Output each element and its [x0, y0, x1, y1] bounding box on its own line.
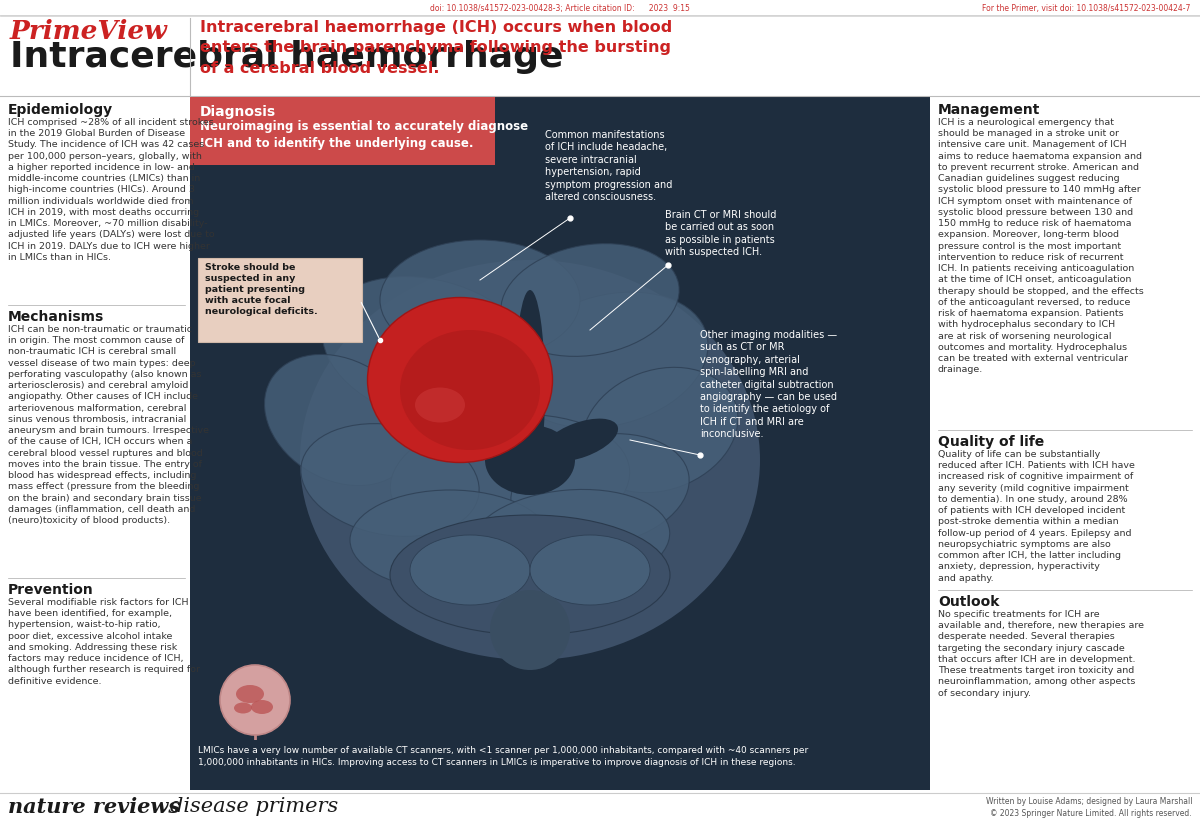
- Text: For the Primer, visit doi: 10.1038/s41572-023-00424-7: For the Primer, visit doi: 10.1038/s4157…: [982, 4, 1190, 13]
- Ellipse shape: [251, 700, 274, 714]
- Text: Epidemiology: Epidemiology: [8, 103, 113, 117]
- Text: disease primers: disease primers: [170, 797, 338, 816]
- Ellipse shape: [500, 243, 679, 357]
- Bar: [190, 97, 930, 790]
- Text: Brain CT or MRI should
be carried out as soon
as possible in patients
with suspe: Brain CT or MRI should be carried out as…: [665, 210, 776, 258]
- Ellipse shape: [390, 414, 630, 545]
- Circle shape: [220, 665, 290, 735]
- Text: Written by Louise Adams; designed by Laura Marshall
© 2023 Springer Nature Limit: Written by Louise Adams; designed by Lau…: [985, 797, 1192, 818]
- Text: Several modifiable risk factors for ICH
have been identified, for example,
hyper: Several modifiable risk factors for ICH …: [8, 598, 200, 685]
- Ellipse shape: [542, 419, 618, 461]
- Bar: [190, 97, 496, 165]
- Text: Prevention: Prevention: [8, 583, 94, 597]
- Ellipse shape: [415, 388, 466, 423]
- Ellipse shape: [264, 354, 415, 486]
- Text: doi: 10.1038/s41572-023-00428-3; Article citation ID:      2023  9:15: doi: 10.1038/s41572-023-00428-3; Article…: [430, 4, 690, 13]
- Text: Intracerebral haemorrhage (ICH) occurs when blood
enters the brain parenchyma fo: Intracerebral haemorrhage (ICH) occurs w…: [200, 20, 672, 76]
- Ellipse shape: [515, 290, 545, 490]
- Text: Diagnosis: Diagnosis: [200, 105, 276, 119]
- Ellipse shape: [301, 424, 479, 536]
- Text: Mechanisms: Mechanisms: [8, 310, 104, 324]
- Ellipse shape: [400, 330, 540, 450]
- Text: Neuroimaging is essential to accurately diagnose
ICH and to identify the underly: Neuroimaging is essential to accurately …: [200, 120, 528, 149]
- Ellipse shape: [512, 292, 708, 428]
- Ellipse shape: [350, 490, 550, 590]
- Ellipse shape: [367, 298, 552, 462]
- Ellipse shape: [490, 590, 570, 670]
- Ellipse shape: [530, 535, 650, 605]
- Text: Management: Management: [938, 103, 1040, 117]
- Text: ICH can be non-traumatic or traumatic
in origin. The most common cause of
non-tr: ICH can be non-traumatic or traumatic in…: [8, 325, 209, 525]
- Text: ICH is a neurological emergency that
should be managed in a stroke unit or
inten: ICH is a neurological emergency that sho…: [938, 118, 1144, 374]
- Ellipse shape: [323, 277, 538, 424]
- Text: ICH comprised ~28% of all incident strokes
in the 2019 Global Burden of Disease
: ICH comprised ~28% of all incident strok…: [8, 118, 215, 262]
- Bar: [190, 740, 930, 790]
- Ellipse shape: [511, 434, 689, 546]
- Ellipse shape: [236, 685, 264, 703]
- Text: Intracerebral haemorrhage: Intracerebral haemorrhage: [10, 40, 564, 74]
- Ellipse shape: [234, 702, 252, 713]
- Text: Quality of life: Quality of life: [938, 435, 1044, 449]
- Text: Common manifestations
of ICH include headache,
severe intracranial
hypertension,: Common manifestations of ICH include hea…: [545, 130, 672, 202]
- Text: Outlook: Outlook: [938, 595, 1000, 609]
- Ellipse shape: [380, 240, 580, 360]
- Text: LMICs have a very low number of available CT scanners, with <1 scanner per 1,000: LMICs have a very low number of availabl…: [198, 746, 809, 767]
- Ellipse shape: [410, 535, 530, 605]
- Ellipse shape: [442, 419, 518, 461]
- Ellipse shape: [582, 367, 738, 492]
- Text: nature reviews: nature reviews: [8, 797, 180, 817]
- Text: Other imaging modalities —
such as CT or MR
venography, arterial
spin-labelling : Other imaging modalities — such as CT or…: [700, 330, 838, 439]
- Ellipse shape: [470, 489, 670, 591]
- FancyBboxPatch shape: [198, 258, 362, 342]
- Text: Stroke should be
suspected in any
patient presenting
with acute focal
neurologic: Stroke should be suspected in any patien…: [205, 263, 318, 316]
- Ellipse shape: [300, 260, 760, 660]
- Text: No specific treatments for ICH are
available and, therefore, new therapies are
d: No specific treatments for ICH are avail…: [938, 610, 1144, 698]
- Text: Quality of life can be substantially
reduced after ICH. Patients with ICH have
i: Quality of life can be substantially red…: [938, 450, 1135, 582]
- Text: PrimeView: PrimeView: [10, 19, 168, 44]
- Ellipse shape: [390, 515, 670, 635]
- Ellipse shape: [485, 425, 575, 495]
